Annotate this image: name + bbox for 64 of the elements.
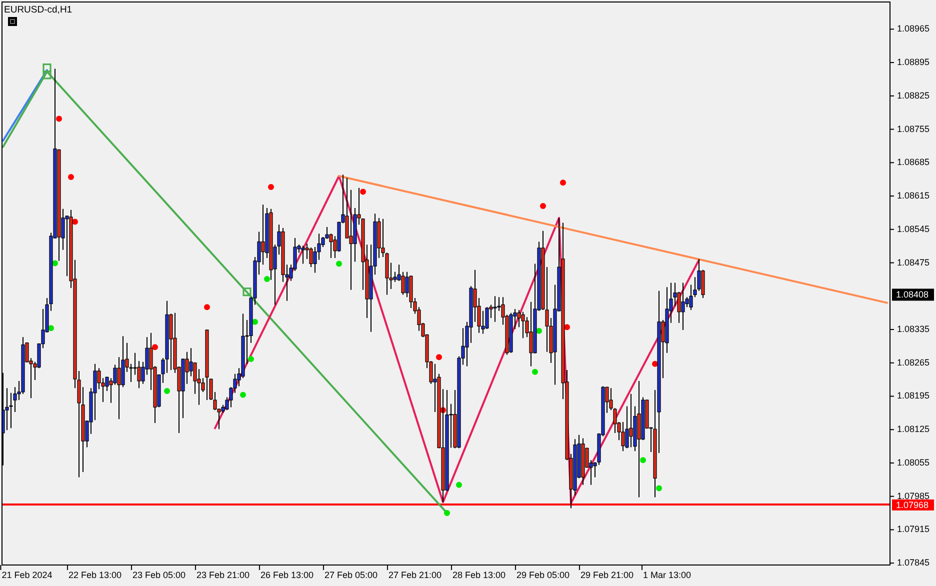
point bbox=[56, 116, 62, 122]
point bbox=[444, 510, 450, 516]
point bbox=[68, 174, 74, 180]
y-tick-label: 1.08545 bbox=[897, 224, 930, 234]
candlestick bbox=[405, 271, 409, 298]
point bbox=[268, 184, 274, 190]
candlestick bbox=[521, 311, 525, 339]
y-tick-label: 1.08125 bbox=[897, 424, 930, 434]
point bbox=[42, 63, 52, 72]
point bbox=[436, 354, 442, 360]
point bbox=[240, 392, 246, 398]
x-tick-label: 29 Feb 21:00 bbox=[580, 570, 634, 580]
point bbox=[540, 203, 546, 210]
point bbox=[242, 288, 252, 296]
y-tick-label: 1.08825 bbox=[897, 90, 930, 100]
x-tick-label: 26 Feb 13:00 bbox=[260, 570, 314, 580]
y-tick-label: 1.08055 bbox=[897, 457, 930, 468]
candlestick bbox=[493, 296, 497, 322]
text: 1.08408 bbox=[896, 290, 929, 300]
candlestick bbox=[485, 306, 489, 330]
x-tick-label: 21 Feb 2024 bbox=[2, 570, 52, 580]
x-tick-label: 28 Feb 13:00 bbox=[452, 570, 506, 580]
y-tick-label: 1.08895 bbox=[897, 57, 930, 68]
y-tick-label: 1.08195 bbox=[897, 390, 930, 401]
point bbox=[336, 260, 342, 267]
y-tick-label: 1.08965 bbox=[897, 24, 930, 34]
candlestick bbox=[681, 282, 685, 330]
x-tick-label: 22 Feb 13:00 bbox=[68, 570, 122, 580]
y-tick-label: 1.07985 bbox=[897, 490, 930, 501]
point bbox=[360, 188, 366, 195]
candlestick bbox=[621, 421, 625, 452]
y-tick-label: 1.07915 bbox=[897, 524, 930, 534]
point bbox=[532, 368, 538, 375]
x-tick-label: 27 Feb 05:00 bbox=[324, 570, 378, 580]
point bbox=[164, 388, 170, 394]
x-tick-label: 1 Mar 13:00 bbox=[642, 570, 692, 580]
y-tick-label: 1.08755 bbox=[897, 124, 930, 134]
y-tick-label: 1.08335 bbox=[897, 324, 930, 334]
y-tick-label: 1.07845 bbox=[897, 558, 930, 568]
candlestick bbox=[349, 189, 353, 290]
point bbox=[456, 482, 462, 488]
point bbox=[656, 485, 662, 492]
chart-title: EURUSD-cd,H1 bbox=[4, 4, 72, 16]
y-tick-label: 1.08475 bbox=[897, 257, 930, 268]
candlestick bbox=[301, 245, 305, 264]
candlestick bbox=[261, 204, 265, 266]
x-tick-label: 27 Feb 21:00 bbox=[388, 570, 442, 580]
candlestick bbox=[529, 301, 533, 367]
point bbox=[152, 344, 158, 350]
point bbox=[204, 304, 210, 310]
y-tick-label: 1.08685 bbox=[897, 157, 930, 168]
y-tick-label: 1.08265 bbox=[897, 357, 930, 368]
candlestick bbox=[629, 393, 633, 448]
x-tick-label: 23 Feb 05:00 bbox=[132, 570, 186, 580]
point bbox=[640, 457, 646, 464]
point bbox=[560, 180, 566, 186]
x-tick-label: 29 Feb 05:00 bbox=[516, 570, 570, 580]
point bbox=[264, 276, 270, 282]
point bbox=[248, 356, 254, 362]
x-tick-label: 23 Feb 21:00 bbox=[196, 570, 250, 580]
ref-line-label: 1.07968 bbox=[896, 500, 929, 510]
candlestick bbox=[117, 356, 121, 420]
y-tick-label: 1.08615 bbox=[897, 190, 930, 201]
point bbox=[42, 70, 52, 80]
